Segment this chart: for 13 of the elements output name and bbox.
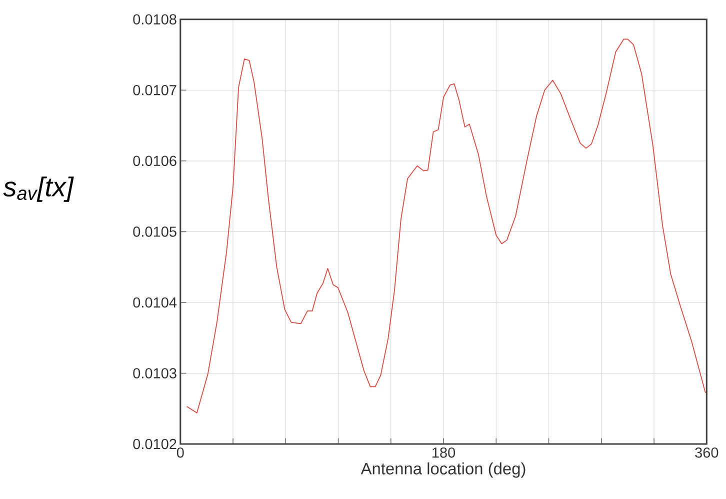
y-tick-label: 0.0107 (133, 84, 176, 96)
x-axis-title: Antenna location (deg) (360, 462, 526, 478)
line-series (186, 38, 706, 414)
y-axis-title: s$_{av}$[tx] (3, 176, 74, 202)
x-tick-label: 360 (695, 447, 718, 458)
y-tick-label: 0.0108 (133, 14, 176, 24)
y-tick-label: 0.0106 (133, 156, 176, 166)
y-tick-label: 0.0104 (133, 297, 177, 308)
y-tick-label: 0.0102 (133, 438, 176, 450)
y-tick-label: 0.0105 (133, 226, 176, 237)
y-tick-label: 0.0103 (133, 368, 176, 378)
x-tick-label: 180 (432, 447, 456, 458)
x-tick-label: 0 (176, 447, 184, 458)
